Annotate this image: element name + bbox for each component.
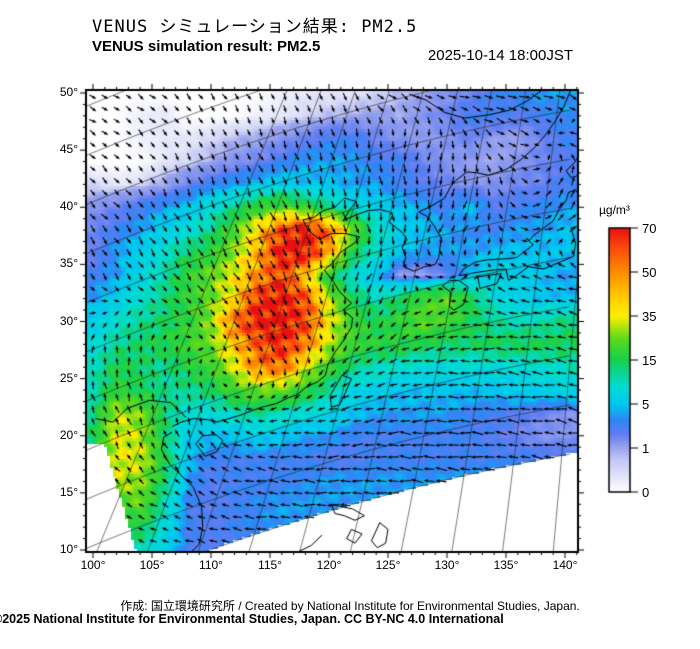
y-axis-tick-label: 45° xyxy=(59,142,78,157)
x-axis-tick-label: 110° xyxy=(199,558,223,572)
x-axis-tick-label: 135° xyxy=(493,558,519,572)
datetime-label: 2025-10-14 18:00JST xyxy=(427,47,573,64)
x-axis-tick-label: 105° xyxy=(139,558,165,572)
y-axis-tick-label: 15° xyxy=(59,484,78,499)
x-axis-tick-label: 130° xyxy=(434,558,460,572)
colorbar-unit-label: µg/m³ xyxy=(599,203,630,217)
colorbar-tick-label: 1 xyxy=(642,441,650,456)
y-axis-tick-label: 20° xyxy=(59,427,78,442)
x-axis-tick-label: 140° xyxy=(552,558,578,572)
x-axis-tick-label: 120° xyxy=(316,558,342,572)
colorbar-tick-label: 15 xyxy=(642,353,657,368)
x-axis-tick-label: 125° xyxy=(375,558,401,572)
page-subtitle-english: VENUS simulation result: PM2.5 xyxy=(92,38,321,55)
x-axis-tick-label: 115° xyxy=(258,558,282,572)
y-axis-tick-label: 35° xyxy=(59,256,78,271)
y-axis-tick-label: 50° xyxy=(59,85,78,99)
license-line: ©2025 National Institute for Environment… xyxy=(0,612,504,626)
colorbar-tick-label: 5 xyxy=(642,397,650,412)
y-axis-tick-label: 25° xyxy=(59,370,78,385)
page-title-japanese: VENUS シミュレーション結果: PM2.5 xyxy=(92,17,418,37)
colorbar-tick-label: 50 xyxy=(642,265,657,280)
y-axis-tick-label: 10° xyxy=(59,542,78,556)
colorbar-tick-label: 35 xyxy=(642,309,657,324)
colorbar-tick-label: 0 xyxy=(642,485,650,500)
credit-line: 作成: 国立環境研究所 / Created by National Instit… xyxy=(120,599,580,613)
colorbar-tick-label: 70 xyxy=(642,221,657,236)
y-axis-tick-label: 30° xyxy=(59,313,78,328)
y-axis-tick-label: 40° xyxy=(59,199,78,214)
x-axis-tick-label: 100° xyxy=(80,558,106,572)
